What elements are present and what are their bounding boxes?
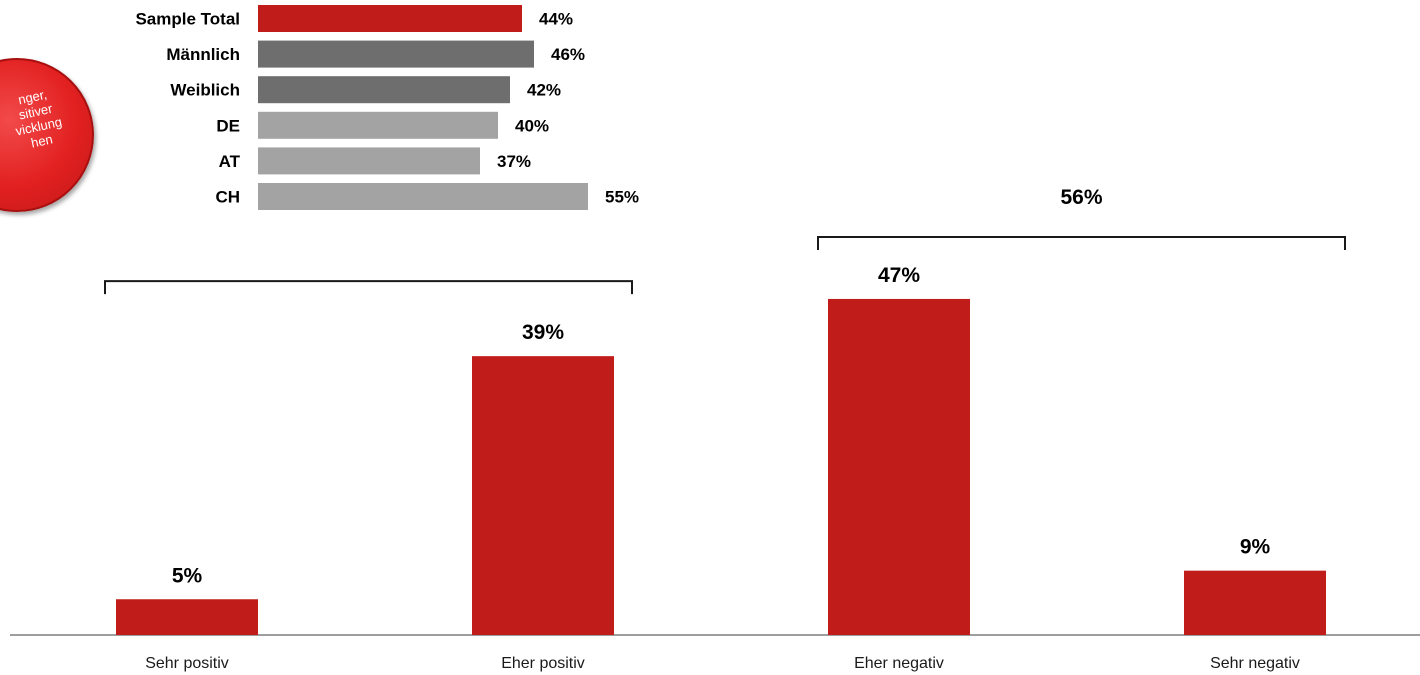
inset-category-label: AT [219,152,241,171]
main-bar [472,356,614,635]
main-bar [116,599,258,635]
inset-bar-value-label: 37% [497,152,531,171]
inset-category-label: Weiblich [170,81,240,100]
inset-bar [258,76,510,104]
inset-category-label: Sample Total [135,10,240,29]
x-tick-label: Eher negativ [854,655,944,672]
main-bar-value-label: 5% [172,564,203,587]
group-bracket-label: 56% [1060,186,1102,209]
main-bar [1184,570,1326,635]
inset-bar-value-label: 40% [515,116,549,135]
x-tick-label: Eher positiv [501,655,585,672]
inset-bar-value-label: 42% [527,81,561,100]
inset-bar-value-label: 46% [551,45,585,64]
x-tick-label: Sehr positiv [145,655,229,672]
inset-bar-value-label: 55% [605,188,639,207]
inset-category-label: CH [215,188,240,207]
inset-category-label: DE [216,116,240,135]
main-bar-value-label: 9% [1240,536,1271,559]
main-bar-value-label: 47% [878,264,920,287]
main-bar-value-label: 39% [522,321,564,344]
inset-bar [258,5,522,32]
inset-bar [258,183,588,210]
main-bar [828,298,970,635]
inset-bar-value-label: 44% [539,10,573,29]
group-bracket [104,280,633,295]
x-tick-label: Sehr negativ [1210,655,1300,672]
inset-bar [258,147,480,175]
inset-bar [258,40,534,68]
inset-category-label: Männlich [166,45,240,64]
inset-bar [258,111,498,139]
group-bracket [817,235,1346,250]
